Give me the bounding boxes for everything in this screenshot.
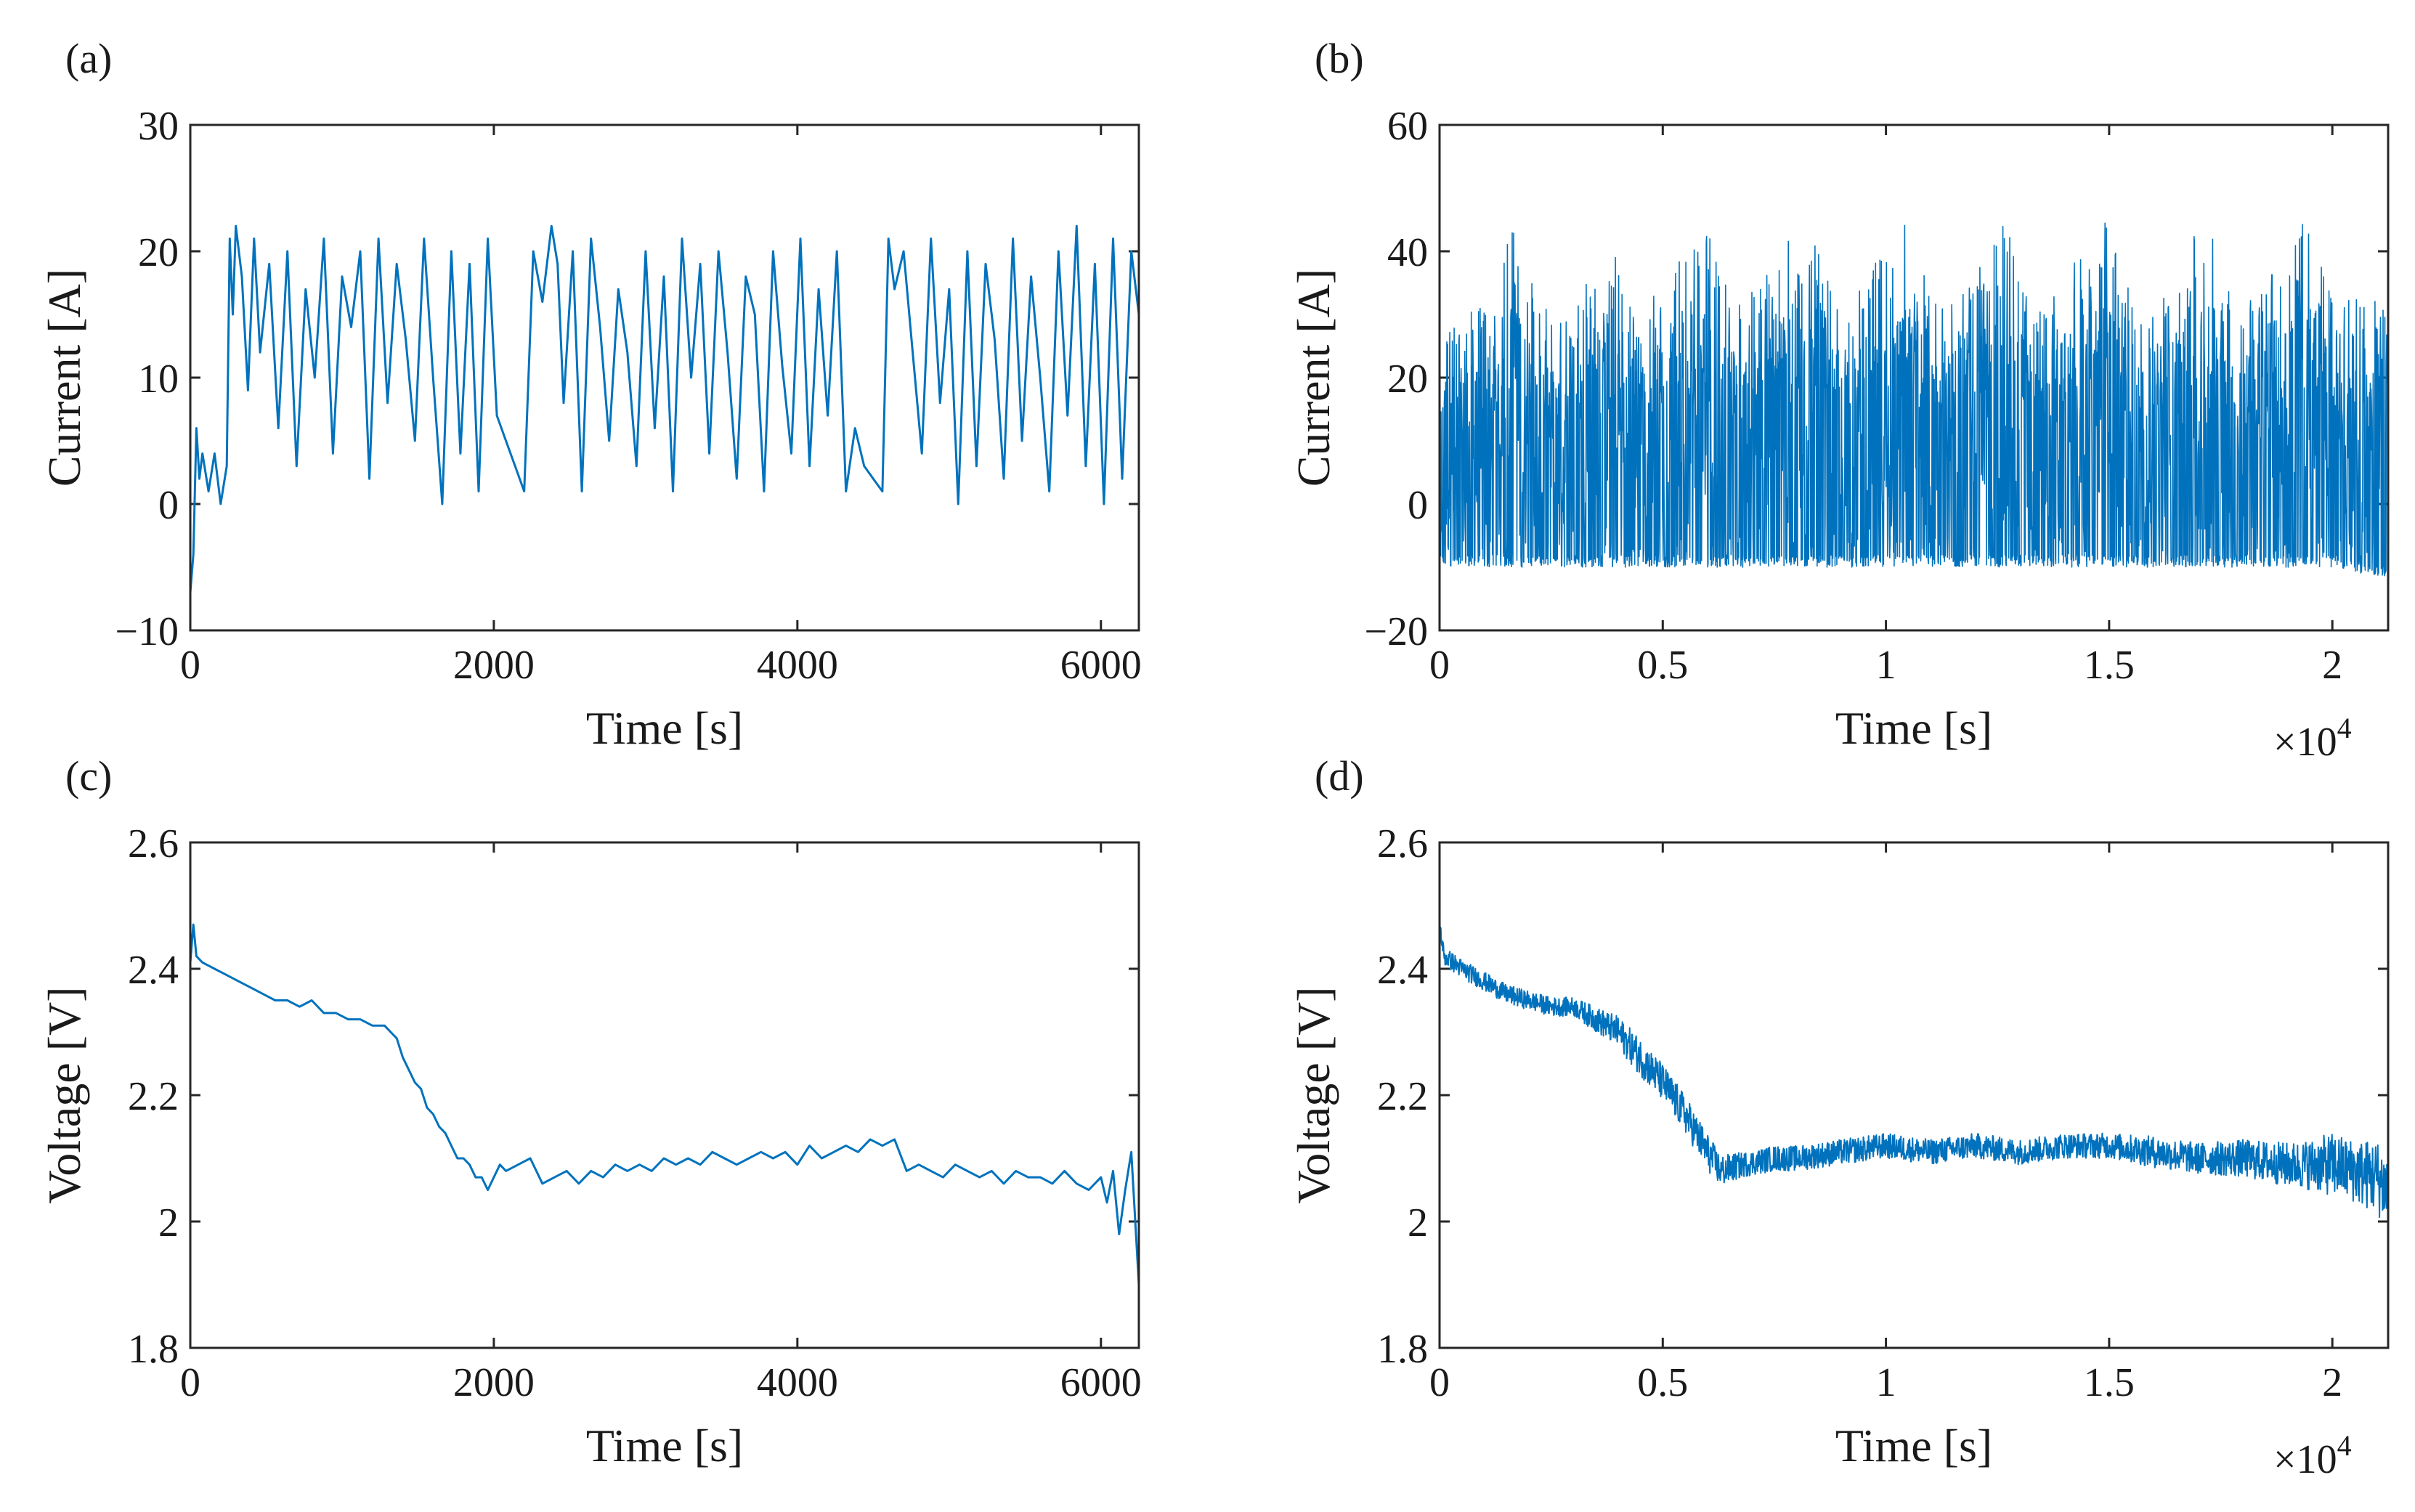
y-tick-label: 2.6	[128, 821, 179, 866]
y-tick-label: 20	[1387, 357, 1428, 402]
x-tick-label: 1.5	[2084, 1360, 2135, 1405]
y-tick-label: 0	[1408, 483, 1428, 528]
y-tick-label: 1.8	[1377, 1327, 1428, 1372]
series-line	[189, 923, 1140, 1285]
y-tick-label: 1.8	[128, 1327, 179, 1372]
x-axis-label: Time [s]	[586, 1420, 743, 1471]
panel-label: (c)	[65, 752, 112, 800]
y-tick-label: 2.4	[1377, 948, 1428, 993]
x-tick-label: 0	[180, 643, 200, 688]
y-tick-label: −10	[115, 609, 179, 654]
x-exponent-label: ×104	[2273, 1429, 2352, 1482]
y-tick-label: 2.6	[1377, 821, 1428, 866]
series-line	[1439, 923, 2389, 1219]
axes-frame	[1438, 123, 2390, 632]
x-tick-label: 6000	[1060, 1360, 1142, 1405]
y-axis-label: Voltage [V]	[38, 986, 90, 1203]
axes-frame	[1438, 841, 2390, 1349]
axes-frame	[189, 841, 1140, 1349]
ticks: 0 0.5 1 1.5 2 1.8 2 2.2 2.4 2.6	[1377, 821, 2388, 1405]
x-axis-label: Time [s]	[586, 702, 743, 754]
y-tick-label: 30	[138, 104, 179, 149]
y-tick-label: 2.2	[1377, 1074, 1428, 1119]
y-tick-label: 2.2	[128, 1074, 179, 1119]
y-tick-label: 40	[1387, 230, 1428, 275]
x-tick-label: 0	[1429, 1360, 1450, 1405]
x-tick-label: 2000	[453, 1360, 535, 1405]
y-tick-label: 2	[158, 1200, 179, 1245]
y-tick-label: 10	[138, 357, 179, 402]
x-axis-label: Time [s]	[1835, 702, 1992, 754]
x-axis-label: Time [s]	[1835, 1420, 1992, 1471]
series	[1439, 222, 2389, 577]
y-tick-label: 2.4	[128, 948, 179, 993]
x-exponent-power: 4	[2337, 712, 2352, 744]
panel-label: (d)	[1315, 752, 1364, 800]
x-tick-label: 4000	[757, 1360, 838, 1405]
x-tick-label: 0	[180, 1360, 200, 1405]
y-axis-label: Voltage [V]	[1288, 986, 1339, 1203]
x-exponent-power: 4	[2337, 1429, 2352, 1462]
x-tick-label: 4000	[757, 643, 838, 688]
x-tick-label: 1	[1876, 1360, 1896, 1405]
ticks: 0 2000 4000 6000 1.8 2 2.2 2.4 2.6	[128, 821, 1142, 1405]
x-exponent-base: ×10	[2273, 1437, 2337, 1482]
y-tick-label: 0	[158, 483, 179, 528]
x-exponent-label: ×104	[2273, 712, 2352, 765]
series	[1439, 923, 2389, 1219]
x-tick-label: 1.5	[2084, 643, 2135, 688]
series	[189, 224, 1140, 593]
y-axis-label: Current [A]	[38, 269, 90, 487]
series	[189, 923, 1140, 1285]
axes-frame	[189, 123, 1140, 632]
y-tick-label: 2	[1408, 1200, 1428, 1245]
panel-label: (a)	[65, 35, 112, 82]
x-tick-label: 1	[1876, 643, 1896, 688]
panel-label: (b)	[1315, 35, 1364, 82]
x-tick-label: 2	[2322, 643, 2342, 688]
x-tick-label: 2000	[453, 643, 535, 688]
y-tick-label: 20	[138, 230, 179, 275]
x-tick-label: 0	[1429, 643, 1450, 688]
chart-panel-d: (d) 0 0.5 1 1.5 2 1.8 2 2.2 2.4 2.6 Time [s] Volt…	[1288, 752, 2390, 1482]
y-axis-label: Current [A]	[1288, 269, 1339, 487]
x-tick-label: 6000	[1060, 643, 1142, 688]
x-exponent-base: ×10	[2273, 720, 2337, 765]
y-tick-label: 60	[1387, 104, 1428, 149]
x-tick-label: 0.5	[1637, 643, 1688, 688]
x-tick-label: 0.5	[1637, 1360, 1688, 1405]
series-line	[189, 224, 1140, 593]
series-line	[1439, 222, 2389, 577]
x-tick-label: 2	[2322, 1360, 2342, 1405]
y-tick-label: −20	[1364, 609, 1428, 654]
